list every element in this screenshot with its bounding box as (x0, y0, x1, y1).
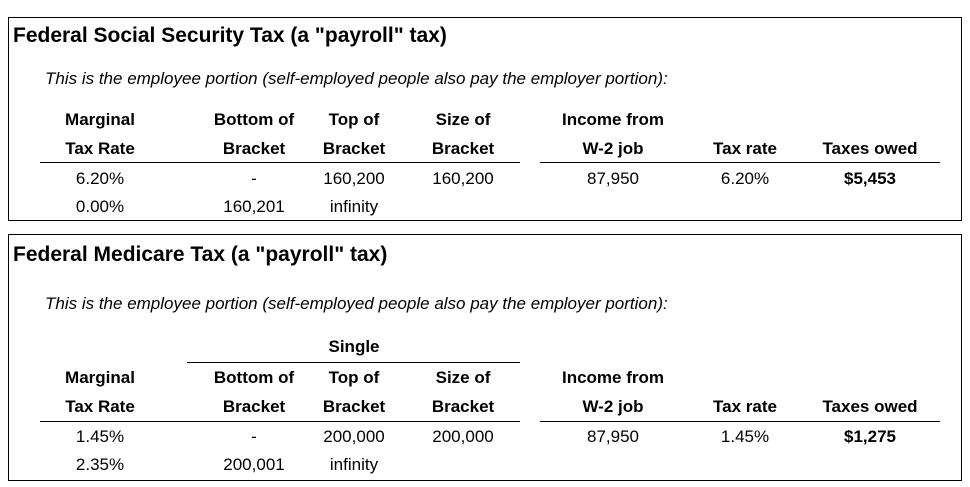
group-rule (187, 362, 520, 363)
header-rule (540, 421, 940, 422)
cell: - (251, 169, 257, 188)
cell: 1.45% (75, 427, 125, 446)
column-header: Tax Rate (65, 139, 135, 158)
section-box (8, 17, 962, 221)
column-header: Tax rate (713, 139, 777, 158)
cell: $5,453 (844, 169, 896, 188)
cell: $1,275 (844, 427, 896, 446)
column-header: Marginal (65, 110, 135, 129)
column-header: Bracket (322, 139, 386, 158)
cell: 160,201 (223, 197, 285, 216)
section-title: Federal Medicare Tax (a "payroll" tax) (13, 243, 388, 266)
section-note: This is the employee portion (self-emplo… (45, 294, 668, 313)
cell: 160,200 (432, 169, 494, 188)
group-label: Single (328, 337, 380, 356)
cell: 160,200 (323, 169, 385, 188)
header-rule (40, 421, 520, 422)
cell: 6.20% (75, 169, 125, 188)
column-header: Marginal (65, 368, 135, 387)
column-header: Top of (328, 368, 380, 387)
column-header: Income from (561, 110, 665, 129)
cell: infinity (329, 197, 379, 216)
column-header: Taxes owed (822, 139, 918, 158)
column-header: W-2 job (582, 397, 644, 416)
cell: 200,000 (432, 427, 494, 446)
cell: 200,001 (223, 455, 285, 474)
column-header: Top of (328, 110, 380, 129)
column-header: Bottom of (213, 368, 295, 387)
column-header: Size of (435, 368, 491, 387)
column-header: Bottom of (213, 110, 295, 129)
cell: 87,950 (587, 427, 639, 446)
section-title: Federal Social Security Tax (a "payroll"… (13, 24, 447, 47)
column-header: Bracket (222, 397, 286, 416)
cell: - (251, 427, 257, 446)
cell: 200,000 (323, 427, 385, 446)
column-header: Tax Rate (65, 397, 135, 416)
cell: 6.20% (720, 169, 770, 188)
header-rule (540, 162, 940, 163)
column-header: Bracket (431, 397, 495, 416)
cell: 87,950 (587, 169, 639, 188)
cell: infinity (329, 455, 379, 474)
cell: 1.45% (720, 427, 770, 446)
cell: 0.00% (75, 197, 125, 216)
section-box (8, 234, 962, 481)
column-header: W-2 job (582, 139, 644, 158)
column-header: Income from (561, 368, 665, 387)
cell: 2.35% (75, 455, 125, 474)
column-header: Tax rate (713, 397, 777, 416)
column-header: Size of (435, 110, 491, 129)
header-rule (40, 162, 520, 163)
column-header: Taxes owed (822, 397, 918, 416)
section-note: This is the employee portion (self-emplo… (45, 69, 668, 88)
column-header: Bracket (431, 139, 495, 158)
column-header: Bracket (322, 397, 386, 416)
column-header: Bracket (222, 139, 286, 158)
